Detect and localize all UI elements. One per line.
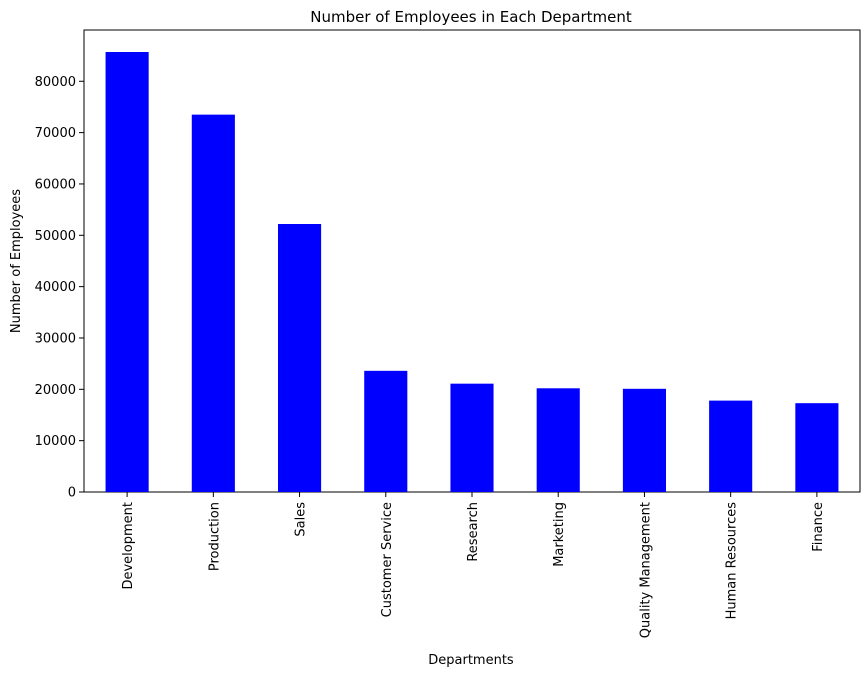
bar-marketing	[536, 388, 580, 492]
plot-area: 0 10000 20000 30000 40000 50000 60000 70000 8000…	[35, 29, 861, 638]
y-axis-ticks: 0 10000 20000 30000 40000 50000 60000 70000 8000…	[35, 75, 84, 501]
y-tick-label: 40000	[35, 280, 76, 295]
x-tick-label: Development	[121, 502, 136, 590]
bar-sales	[278, 223, 322, 492]
y-axis-label: Number of Employees	[9, 189, 24, 333]
y-tick-label: 20000	[35, 383, 76, 398]
bar-research	[450, 383, 494, 492]
x-axis-label: Departments	[428, 653, 514, 668]
y-tick-label: 30000	[35, 331, 76, 346]
y-tick-label: 60000	[35, 177, 76, 192]
bar-finance	[795, 403, 839, 492]
bar-development	[105, 52, 149, 492]
x-tick-label: Production	[207, 502, 222, 571]
bars-group	[105, 52, 839, 492]
x-axis-ticks: Development Production Sales Customer Servi…	[121, 492, 826, 638]
bar-production	[191, 114, 235, 492]
y-tick-label: 0	[68, 486, 76, 501]
y-tick-label: 70000	[35, 126, 76, 141]
x-tick-label: Finance	[811, 502, 826, 552]
x-tick-label: Research	[466, 502, 481, 562]
x-tick-label: Quality Management	[638, 502, 653, 638]
bar-customer-service	[364, 370, 408, 492]
chart-title: Number of Employees in Each Department	[310, 8, 632, 26]
x-tick-label: Sales	[294, 502, 309, 537]
y-tick-label: 10000	[35, 434, 76, 449]
bar-quality-management	[622, 388, 666, 492]
bar-human-resources	[709, 400, 753, 492]
x-tick-label: Marketing	[552, 502, 567, 567]
x-tick-label: Human Resources	[725, 502, 740, 620]
y-tick-label: 50000	[35, 229, 76, 244]
x-tick-label: Customer Service	[380, 502, 395, 617]
y-tick-label: 80000	[35, 75, 76, 90]
